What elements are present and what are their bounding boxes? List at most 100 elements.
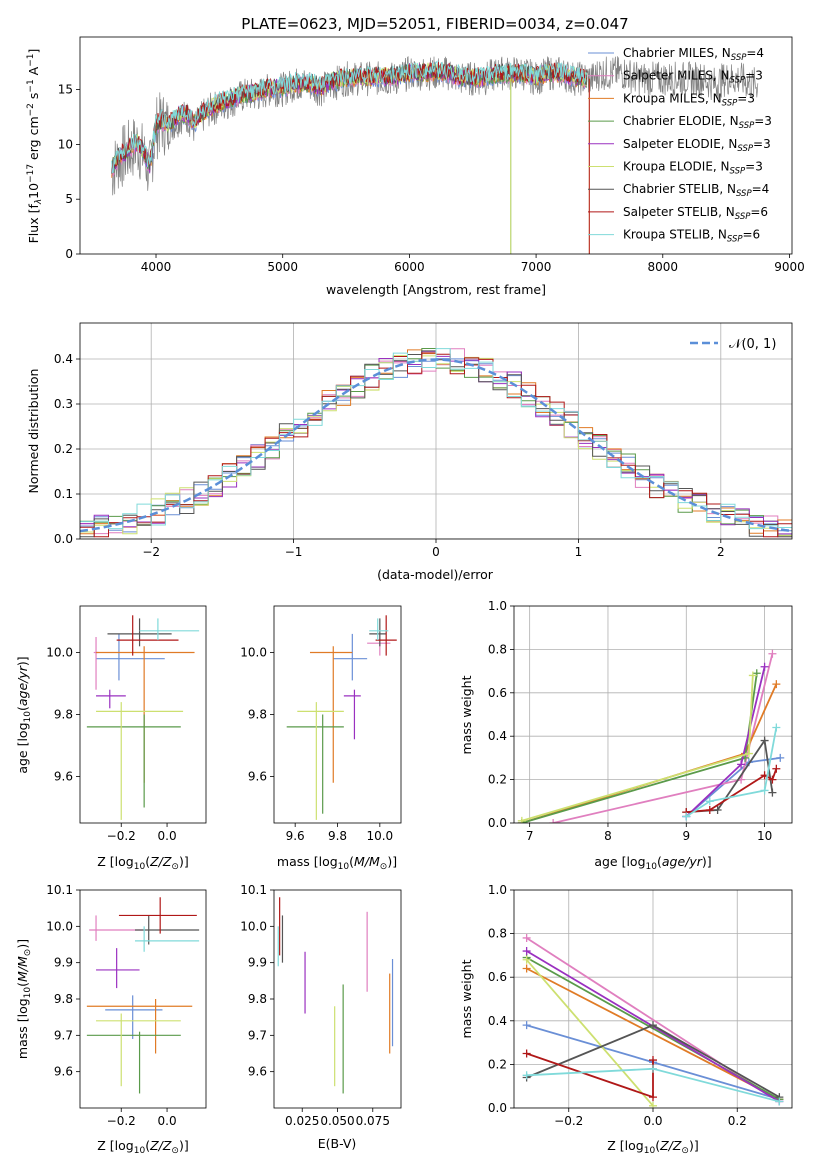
label-part: Z [log [97,1138,133,1153]
model-spectrum [111,64,590,254]
y-axis-label: mass weight [459,675,474,754]
mass-weight-marker [522,1071,531,1080]
y-tick-label: 10.1 [240,883,267,897]
x-axis-label: Z [log10(Z/Z⊙)] [97,1138,188,1156]
y-tick-label: 10.0 [240,646,267,660]
label-part: ⊙ [23,949,33,957]
y-tick-label: 9.6 [54,770,73,784]
x-axis-label: wavelength [Angstrom, rest frame] [326,282,546,297]
figure-title: PLATE=0623, MJD=52051, FIBERID=0034, z=0… [241,15,628,33]
label-part: =6 [750,205,768,219]
label-part: ( [15,982,30,987]
mass-weight-marker [772,723,781,732]
x-tick-label: 9 [682,829,690,843]
x-tick-label: 0.0 [643,1114,662,1128]
label-part: )] [689,1138,699,1153]
label-part: =3 [737,91,755,105]
y-tick-label: 1.0 [488,599,507,613]
label-part: mass [log [15,998,30,1059]
x-axis-label: E(B-V) [318,1136,357,1151]
y-tick-label: 10.0 [46,919,73,933]
label-part: −17 [26,164,36,183]
y-tick-label: 9.6 [54,1065,73,1079]
mass-weight-marker [522,964,531,973]
age_vs_mass-panel: 9.6 9.8 10.0 9.6 9.8 10.0 mass [log10(M/M⊙)] [240,605,402,872]
mass-weight-line [685,727,778,818]
label-part: =4 [746,46,764,60]
label-part: ⊙ [171,862,179,872]
residual-histogram [80,348,792,530]
mass-weight-marker [522,947,531,956]
label-part: SSP [727,235,743,245]
mass-weight-marker [649,1056,657,1065]
label-part: M/M [15,956,30,982]
label-part: Flux [f [26,204,41,244]
y-tick-label: 0.4 [488,729,507,743]
y-tick-label: 0.4 [54,352,73,366]
x-tick-label: −0.2 [107,1114,136,1128]
y-tick-label: 0.2 [488,1057,507,1071]
mass_vs_Z-plot [86,897,200,1094]
label-part: SSP [737,144,753,154]
label-part: )] [702,854,712,869]
mass-weight-line [521,673,758,823]
y-tick-label: 9.8 [54,708,73,722]
label-part: SSP [730,76,746,86]
label-part: age/yr [662,854,703,869]
axes-frame [79,322,793,540]
x-axis-label: age [log10(age/yr)] [594,854,711,872]
label-part: Z [log [607,1138,643,1153]
mass-weight-marker [522,955,531,964]
legend-label: Salpeter MILES, NSSP=3 [623,69,763,86]
mass-weight-marker [737,760,746,769]
label-part: Kroupa STELIB, N [623,228,727,242]
x-tick-label: 0.2 [728,1114,747,1128]
y-axis-label: mass [log10(M/M⊙)] [15,939,33,1059]
label-part: ( [15,706,30,711]
mass-weight-marker [649,1101,657,1108]
label-part: =6 [743,228,761,242]
y-tick-label: 0.6 [488,970,507,984]
label-part: −2 [26,103,36,116]
y-tick-label: 9.9 [248,956,267,970]
y-tick-label: 1.0 [488,883,507,897]
x-tick-label: 0.0 [158,1114,177,1128]
legend-label: Salpeter STELIB, NSSP=6 [623,205,768,222]
legend-label: Chabrier STELIB, NSSP=4 [623,182,769,199]
x-tick-label: 7 [526,829,534,843]
y-tick-label: 9.7 [54,1028,73,1042]
model-spectrum [111,60,588,174]
label-part: −1 [26,54,36,67]
y-tick-label: 0.8 [488,642,507,656]
mass-weight-marker [522,1021,531,1030]
label-part: ⊙ [171,1146,179,1156]
y-tick-label: 0.8 [488,927,507,941]
y-axis-label: Flux [fλ10−17 erg cm−2 s−1 A−1] [26,49,44,244]
label-part: Z/Z [149,854,172,869]
mass-weight-marker [649,1021,657,1030]
label-part: 10 [646,862,658,872]
spectrum-panel: 4000 5000 6000 7000 8000 9000 0 5 10 15 wavelength… [26,36,805,297]
mass-weight-marker [522,933,531,942]
y-tick-label: 0.0 [54,532,73,546]
label-part: =4 [752,182,770,196]
axes-frame [513,605,793,824]
legend-label: Kroupa ELODIE, NSSP=3 [623,160,763,177]
label-part: Z/Z [149,1138,172,1153]
label-part: 10 [134,862,146,872]
mass-weight-marker [649,1064,657,1073]
x-tick-label: −1 [285,545,303,559]
spectrum-plot [111,56,759,254]
x-tick-label: 5000 [267,260,298,274]
x-axis-label: mass [log10(M/M⊙)] [277,854,397,872]
label-part: Z [log [97,854,133,869]
x-tick-label: 10.0 [366,829,393,843]
label-part: λ [34,199,44,205]
x-tick-label: 9.8 [328,829,347,843]
label-part: ( [145,1138,150,1153]
label-part: ( [655,1138,660,1153]
y-tick-label: 9.6 [248,770,267,784]
y-tick-label: 9.8 [54,992,73,1006]
